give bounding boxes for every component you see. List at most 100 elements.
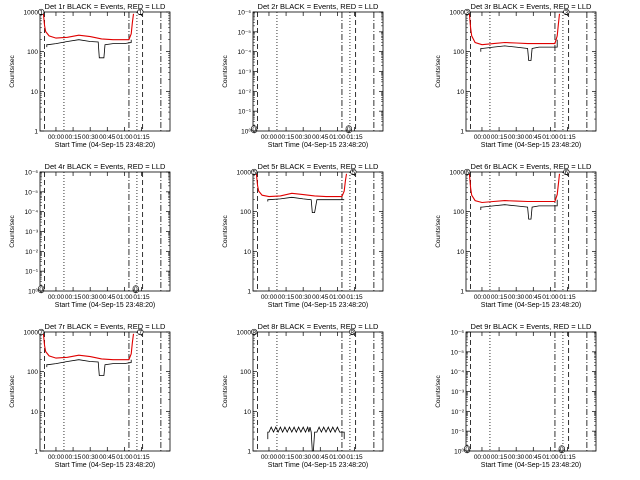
x-tick-label: 00:30 [508, 134, 525, 141]
y-axis-label: Counts/sec [435, 374, 442, 407]
detector-marker-circle [464, 445, 471, 452]
x-axis-label: Start Time (04-Sep-15 23:48:20) [481, 302, 581, 309]
panel-8: Det 8r BLACK = Events, RED = LLD 1 10 100 10… [222, 322, 384, 469]
y-tick-label: 10⁻¹ [238, 109, 252, 116]
y-tick-label: 1000 [450, 170, 465, 177]
x-tick-label: 00:15 [65, 134, 82, 141]
y-tick-label: 10⁻⁵ [25, 189, 39, 196]
x-tick-label: 01:15 [133, 294, 150, 301]
y-tick-label: 10⁻² [451, 409, 465, 416]
panel-title: Det 1r BLACK = Events, RED = LLD [45, 2, 166, 11]
x-tick-label: 00:15 [491, 454, 508, 461]
x-tick-label: 00:45 [99, 134, 116, 141]
x-tick-label: 01:15 [559, 454, 576, 461]
x-axis-label: Start Time (04-Sep-15 23:48:20) [268, 142, 368, 149]
x-tick-label: 00:00 [48, 134, 65, 141]
y-tick-label: 100 [27, 369, 38, 376]
y-axis-label: Counts/sec [9, 54, 16, 87]
x-tick-label: 01:00 [116, 454, 133, 461]
plot-frame [39, 331, 171, 452]
panel-title: Det 7r BLACK = Events, RED = LLD [45, 322, 166, 331]
detector-marker-circle [563, 8, 570, 16]
x-tick-label: 01:15 [133, 454, 150, 461]
y-tick-label: 10 [457, 249, 465, 256]
x-tick-label: 01:15 [559, 134, 576, 141]
y-tick-label: 1000 [450, 10, 465, 17]
y-tick-label: 1 [247, 449, 251, 456]
y-tick-label: 10 [31, 409, 39, 416]
x-tick-label: 00:30 [82, 134, 99, 141]
x-tick-label: 01:00 [116, 294, 133, 301]
x-tick-label: 00:00 [48, 294, 65, 301]
detector-marker-circle [558, 445, 565, 452]
x-tick-label: 00:30 [508, 454, 525, 461]
x-tick-label: 00:30 [295, 454, 312, 461]
y-tick-label: 1 [34, 129, 38, 136]
detector-marker-label: 0 [252, 126, 256, 133]
x-tick-label: 00:00 [261, 134, 278, 141]
y-tick-label: 10⁻⁴ [238, 49, 252, 56]
y-axis-label: Counts/sec [435, 214, 442, 247]
y-tick-label: 10⁻² [238, 89, 252, 96]
y-tick-label: 10⁻³ [451, 389, 465, 396]
detector-marker-circle [38, 285, 45, 292]
x-tick-label: 00:00 [261, 454, 278, 461]
detector-marker-circle [132, 285, 139, 292]
x-tick-label: 00:45 [525, 294, 542, 301]
y-tick-label: 10⁻² [25, 249, 39, 256]
detector-marker-label: 1 [39, 9, 43, 16]
x-tick-label: 01:15 [346, 294, 363, 301]
x-tick-label: 01:00 [542, 454, 559, 461]
y-tick-label: 10⁻⁶ [25, 170, 39, 177]
plot-frame [252, 331, 384, 452]
y-tick-label: 1 [460, 129, 464, 136]
detector-marker-label: 0 [560, 446, 564, 453]
detector-marker-label: 0 [347, 126, 351, 133]
y-tick-label: 1000 [237, 170, 252, 177]
x-axis-label: Start Time (04-Sep-15 23:48:20) [55, 142, 155, 149]
detector-marker-circle [350, 168, 357, 176]
panel-1: Det 1r BLACK = Events, RED = LLD11010010… [9, 2, 171, 149]
x-tick-label: 00:00 [48, 454, 65, 461]
panel-7: Det 7r BLACK = Events, RED = LLD 1 10 100 10… [9, 322, 171, 469]
y-tick-label: 10⁻³ [25, 229, 39, 236]
detector-marker-circle [137, 8, 144, 16]
x-tick-label: 00:00 [261, 294, 278, 301]
y-tick-label: 10 [457, 89, 465, 96]
y-tick-label: 100 [240, 209, 251, 216]
x-tick-label: 00:45 [525, 134, 542, 141]
events-series-line [267, 425, 345, 452]
detector-marker-circle [345, 125, 352, 132]
events-series-line [46, 359, 132, 376]
x-tick-label: 00:45 [99, 454, 116, 461]
x-tick-label: 00:30 [295, 134, 312, 141]
detector-marker-circle [38, 8, 45, 16]
detector-marker-label: 0 [465, 446, 469, 453]
x-axis-label: Start Time (04-Sep-15 23:48:20) [55, 302, 155, 309]
lld-series-line [42, 333, 135, 361]
y-tick-label: 1 [247, 289, 251, 296]
y-tick-label: 10⁻⁴ [451, 369, 465, 376]
events-series-line [46, 39, 132, 59]
detector-marker-label: 8 [252, 329, 256, 336]
y-tick-label: 10⁻³ [238, 69, 252, 76]
panel-title: Det 5r BLACK = Events, RED = LLD [258, 162, 379, 171]
detector-marker-circle [251, 328, 258, 336]
x-tick-label: 00:15 [491, 134, 508, 141]
detector-marker-label: 7 [39, 329, 43, 336]
y-tick-label: 10 [244, 409, 252, 416]
y-tick-label: 100 [453, 49, 464, 56]
y-tick-label: 10⁰ [28, 288, 38, 296]
detector-marker-label: 5 [252, 169, 256, 176]
detector-marker-label: 7 [139, 329, 143, 336]
detector-marker-circle [38, 328, 45, 336]
x-tick-label: 00:15 [278, 134, 295, 141]
x-tick-label: 00:15 [65, 454, 82, 461]
x-tick-label: 00:45 [312, 134, 329, 141]
x-axis-label: Start Time (04-Sep-15 23:48:20) [481, 142, 581, 149]
x-tick-label: 01:00 [542, 134, 559, 141]
x-tick-label: 00:30 [82, 294, 99, 301]
detector-marker-label: 3 [465, 9, 469, 16]
